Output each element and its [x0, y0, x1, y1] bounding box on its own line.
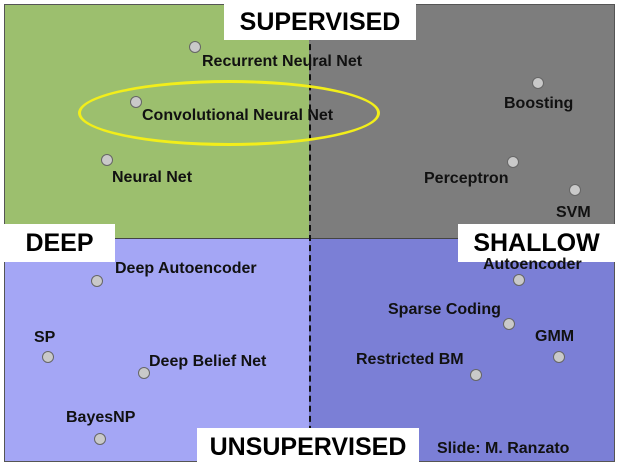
axis-label-deep: DEEP — [4, 224, 115, 262]
sparse-coding-marker — [503, 318, 515, 330]
autoencoder-marker — [513, 274, 525, 286]
quadrant-shallow-unsupervised — [309, 239, 615, 462]
boosting-label: Boosting — [504, 95, 574, 112]
deep-autoencoder-marker — [91, 275, 103, 287]
bayesnp-label: BayesNP — [66, 409, 136, 426]
autoencoder-label: Autoencoder — [483, 256, 582, 273]
sp-label: SP — [34, 329, 56, 346]
gmm-marker — [553, 351, 565, 363]
perceptron-label: Perceptron — [424, 170, 509, 187]
neural-net-marker — [101, 154, 113, 166]
sp-marker — [42, 351, 54, 363]
recurrent-neural-net-marker — [189, 41, 201, 53]
convolutional-neural-net-highlight — [78, 80, 380, 146]
vertical-dashed-divider — [309, 4, 311, 462]
svm-label: SVM — [556, 204, 591, 221]
neural-net-label: Neural Net — [112, 169, 193, 186]
restricted-bm-marker — [470, 369, 482, 381]
gmm-label: GMM — [535, 328, 575, 345]
axis-label-supervised: SUPERVISED — [224, 4, 416, 40]
bayesnp-marker — [94, 433, 106, 445]
sparse-coding-label: Sparse Coding — [388, 301, 501, 318]
axis-label-unsupervised: UNSUPERVISED — [197, 428, 419, 466]
restricted-bm-label: Restricted BM — [356, 351, 464, 368]
deep-autoencoder-label: Deep Autoencoder — [115, 260, 257, 277]
boosting-marker — [532, 77, 544, 89]
slide-credit: Slide: M. Ranzato — [437, 440, 570, 457]
svm-marker — [569, 184, 581, 196]
recurrent-neural-net-label: Recurrent Neural Net — [202, 53, 363, 70]
perceptron-marker — [507, 156, 519, 168]
deep-belief-net-marker — [138, 367, 150, 379]
deep-belief-net-label: Deep Belief Net — [149, 353, 267, 370]
quadrant-deep-unsupervised — [4, 239, 309, 462]
axis-label-shallow: SHALLOW — [458, 224, 615, 262]
